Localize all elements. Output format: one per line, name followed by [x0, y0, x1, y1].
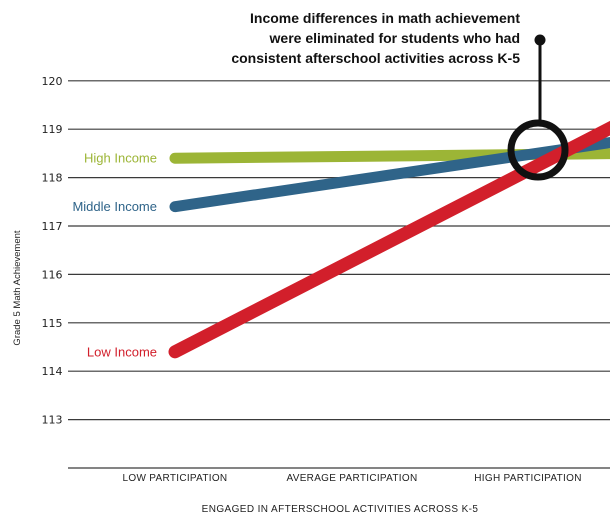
y-tick-label: 117	[42, 220, 63, 233]
y-axis-title: Grade 5 Math Achievement	[12, 230, 23, 345]
series-labels: High Income Middle Income Low Income	[72, 151, 157, 360]
annotation: Income differences in math achievement we…	[231, 10, 569, 181]
x-axis-title: ENGAGED IN AFTERSCHOOL ACTIVITIES ACROSS…	[202, 504, 479, 515]
y-tick-labels: 113 114 115 116 117 118 119 120	[42, 75, 63, 427]
y-tick-label: 113	[42, 414, 63, 427]
y-tick-label: 119	[42, 123, 63, 136]
x-tick-label: LOW PARTICIPATION	[123, 473, 228, 484]
y-tick-label: 114	[42, 365, 63, 378]
y-tick-label: 116	[42, 268, 63, 281]
high-income-label: High Income	[84, 151, 157, 166]
annotation-dot	[534, 34, 546, 46]
series-lines	[168, 120, 610, 359]
middle-income-label: Middle Income	[72, 199, 157, 214]
annotation-line: Income differences in math achievement	[250, 10, 520, 26]
y-tick-label: 118	[42, 172, 63, 185]
x-tick-label: AVERAGE PARTICIPATION	[287, 473, 418, 484]
annotation-line: were eliminated for students who had	[269, 30, 520, 46]
y-tick-label: 120	[42, 75, 63, 88]
low-income-label: Low Income	[87, 344, 157, 359]
y-tick-label: 115	[42, 317, 63, 330]
highlight-ring	[507, 119, 569, 181]
x-tick-label: HIGH PARTICIPATION	[474, 473, 581, 484]
x-tick-labels: LOW PARTICIPATION AVERAGE PARTICIPATION HI…	[123, 473, 582, 484]
low-income-series-line	[168, 120, 610, 359]
annotation-line: consistent afterschool activities across…	[231, 50, 520, 66]
